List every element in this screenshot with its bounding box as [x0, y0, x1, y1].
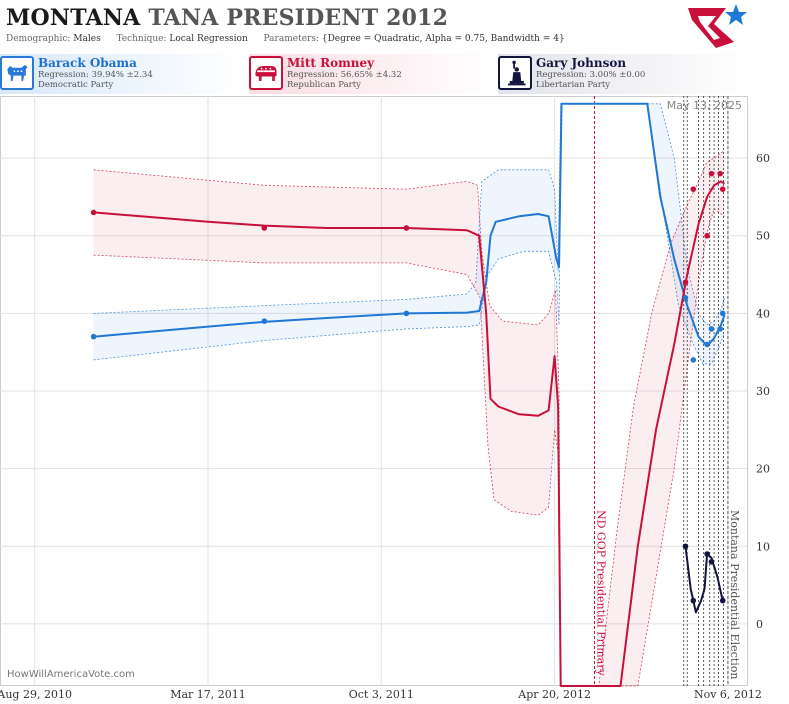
y-tick-label: 20 — [756, 463, 770, 476]
demographic-label: Demographic: — [6, 34, 71, 44]
event-label: ND GOP Presidential Primary — [594, 510, 607, 677]
header: MONTANA TANA PRESIDENT 2012 Demographic:… — [0, 0, 789, 52]
date-stamp: May 13, 2025 — [667, 99, 742, 112]
y-tick-label: 60 — [756, 152, 770, 165]
technique-label: Technique: — [116, 34, 167, 44]
poll-point — [717, 170, 723, 177]
candidate-party: Libertarian Party — [536, 80, 611, 90]
poll-point — [682, 279, 689, 286]
candidate-regression: Regression: 56.65% ±4.32 — [287, 70, 402, 80]
candidate-regression: Regression: 3.00% ±0.00 — [536, 70, 646, 80]
candidate-name: Barack Obama — [38, 56, 137, 70]
site-logo[interactable] — [686, 2, 748, 50]
candidate-romney[interactable]: Mitt Romney Regression: 56.65% ±4.32 Rep… — [249, 54, 494, 94]
x-tick-label: Aug 29, 2010 — [0, 688, 72, 701]
poll-point — [708, 326, 715, 332]
trend-line — [684, 546, 724, 614]
poll-point — [90, 209, 97, 216]
parameters-label: Parameters: — [263, 34, 319, 44]
y-tick-label: 0 — [756, 618, 763, 631]
demographic-value: Males — [73, 34, 101, 44]
y-tick-label: 10 — [756, 540, 770, 553]
candidate-regression: Regression: 39.94% ±2.34 — [38, 70, 153, 80]
poll-point — [717, 326, 723, 332]
poll-chart: ND GOP Presidential Primary Montana Presi… — [0, 96, 770, 701]
band-upper-line — [93, 149, 725, 687]
poll-point — [403, 225, 410, 231]
poll-point — [719, 597, 726, 604]
parameters-line: Demographic: Males Technique: Local Regr… — [6, 34, 565, 44]
poll-point — [261, 225, 268, 231]
y-tick-label: 30 — [756, 385, 770, 398]
poll-points — [90, 170, 726, 604]
title-state: MONTANA — [6, 5, 141, 31]
event-markers: ND GOP Presidential Primary Montana Presi… — [593, 96, 741, 686]
axis-labels: 0 10 20 30 40 50 60 Aug 29, 2010 Mar 17, 2011 Oct… — [0, 152, 770, 701]
poll-point — [708, 170, 715, 177]
poll-point — [90, 333, 97, 340]
parameters-value: {Degree = Quadratic, Alpha = 0.75, Bandw… — [321, 34, 565, 44]
liberty-statue-icon — [498, 56, 532, 90]
band-lower-line — [93, 103, 725, 365]
y-tick-label: 40 — [756, 307, 770, 320]
confidence-band — [93, 150, 725, 687]
x-tick-label: Mar 17, 2011 — [170, 688, 246, 701]
poll-point — [704, 551, 710, 557]
band-upper-line — [93, 103, 725, 326]
poll-point — [690, 597, 697, 604]
poll-point — [719, 310, 726, 317]
watermark: HowWillAmericaVote.com — [7, 669, 135, 680]
y-tick-label: 50 — [756, 230, 770, 243]
poll-point — [261, 318, 268, 324]
candidate-obama[interactable]: Barack Obama Regression: 39.94% ±2.34 De… — [0, 54, 245, 94]
event-label: Montana Presidential Election — [728, 510, 741, 679]
page-title: MONTANA TANA PRESIDENT 2012 — [6, 5, 448, 31]
confidence-band — [93, 103, 725, 364]
candidate-johnson[interactable]: Gary Johnson Regression: 3.00% ±0.00 Lib… — [498, 54, 748, 94]
x-tick-label: Apr 20, 2012 — [517, 688, 591, 701]
x-tick-label: Nov 6, 2012 — [694, 688, 762, 701]
poll-point — [719, 186, 726, 192]
candidate-party: Republican Party — [287, 80, 361, 90]
poll-point — [690, 357, 697, 363]
elephant-icon — [249, 56, 283, 90]
candidate-name: Mitt Romney — [287, 56, 375, 70]
poll-point — [690, 186, 697, 192]
poll-point — [682, 295, 689, 301]
donkey-icon — [0, 56, 34, 90]
poll-point — [682, 543, 689, 550]
poll-point — [403, 310, 410, 317]
x-tick-label: Oct 3, 2011 — [349, 688, 414, 701]
candidate-name: Gary Johnson — [536, 56, 627, 70]
poll-point — [704, 341, 710, 348]
technique-value: Local Regression — [169, 34, 248, 44]
poll-point — [704, 232, 710, 239]
poll-point — [708, 558, 715, 565]
candidate-party: Democratic Party — [38, 80, 114, 90]
confidence-bands — [93, 103, 725, 687]
trend-line — [93, 180, 726, 687]
title-rest: TANA PRESIDENT 2012 — [148, 5, 449, 31]
